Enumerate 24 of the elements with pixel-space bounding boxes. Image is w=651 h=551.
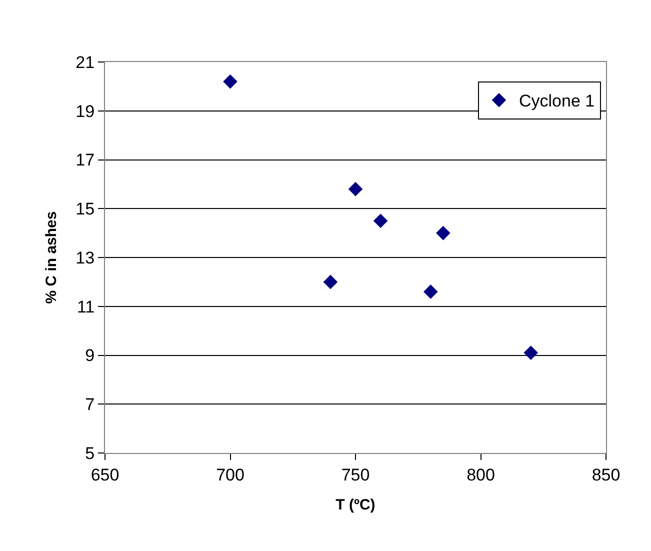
point	[524, 346, 538, 360]
y-axis-title: % C in ashes	[42, 211, 60, 304]
point	[373, 214, 388, 228]
x-axis-title: T (ºC)	[336, 496, 376, 514]
x-tick-label: 800	[466, 465, 495, 484]
y-tick-label: 15	[76, 200, 95, 219]
y-tick-label: 11	[76, 297, 95, 316]
y-tick-label: 9	[85, 346, 95, 366]
point	[348, 182, 363, 196]
x-tick-label: 700	[216, 465, 244, 484]
x-tick-label: 850	[592, 465, 620, 484]
y-tick-label: 21	[76, 52, 95, 72]
y-tick-label: 19	[76, 102, 95, 121]
point	[223, 74, 238, 89]
point	[323, 274, 338, 290]
y-tick-label: 5	[85, 444, 95, 463]
y-tick-label: 17	[76, 150, 95, 170]
legend-label: Cyclone 1	[518, 92, 595, 111]
x-tick-label: 650	[90, 465, 120, 484]
x-tick-label: 750	[341, 465, 370, 484]
y-tick-label: 13	[76, 248, 95, 268]
point	[436, 226, 450, 240]
point	[424, 284, 438, 299]
y-tick-label: 7	[85, 395, 95, 414]
